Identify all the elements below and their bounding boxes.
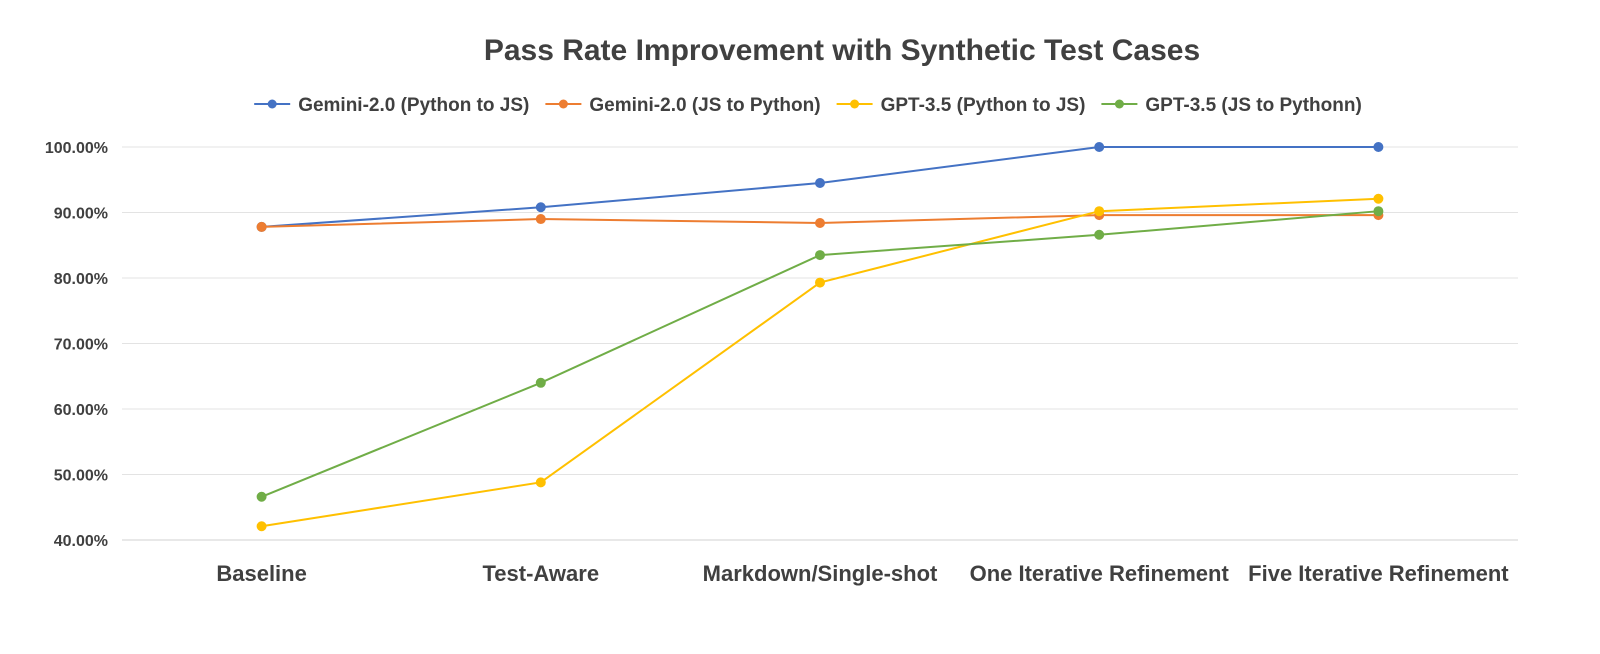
data-point [815, 178, 825, 189]
data-point [535, 377, 546, 388]
data-point [535, 214, 546, 225]
data-point [256, 521, 267, 532]
x-tick-label: Baseline [216, 561, 307, 586]
y-tick-label: 80.00% [54, 271, 108, 288]
y-tick-label: 60.00% [54, 402, 108, 419]
y-tick-label: 100.00% [45, 140, 108, 157]
series-3 [256, 193, 1384, 532]
series-line [261, 197, 1379, 528]
data-point [535, 477, 546, 488]
x-tick-label: Test-Aware [483, 561, 600, 586]
data-point [1373, 193, 1384, 204]
legend-marker [558, 99, 568, 109]
legend-marker [850, 99, 860, 109]
y-tick-label: 90.00% [54, 206, 108, 223]
legend-label: Gemini-2.0 (JS to Python) [589, 95, 820, 116]
data-point [256, 491, 267, 502]
data-point [1094, 229, 1105, 240]
data-point [1094, 142, 1105, 152]
gridlines [122, 146, 1518, 541]
y-tick-label: 70.00% [54, 337, 108, 354]
legend-label: GPT-3.5 (JS to Pythonn) [1145, 95, 1361, 116]
legend-item: GPT-3.5 (JS to Pythonn) [1101, 95, 1362, 116]
x-tick-label: One Iterative Refinement [970, 561, 1230, 586]
data-point [256, 221, 267, 232]
series-4 [256, 206, 1384, 502]
data-point [815, 217, 825, 228]
legend-item: Gemini-2.0 (JS to Python) [545, 95, 821, 116]
data-point [1094, 206, 1105, 217]
x-tick-label: Five Iterative Refinement [1248, 561, 1509, 586]
legend-marker [1114, 99, 1124, 109]
data-point [815, 250, 825, 261]
legend: Gemini-2.0 (Python to JS) Gemini-2.0 (JS … [254, 95, 1362, 116]
legend-label: Gemini-2.0 (Python to JS) [298, 95, 529, 116]
y-tick-label: 50.00% [54, 468, 108, 485]
legend-label: GPT-3.5 (Python to JS) [881, 95, 1086, 116]
y-axis: 40.00% 50.00% 60.00% 70.00% 80.00% 90.00% 100.… [45, 140, 108, 550]
series-2 [256, 210, 1384, 232]
chart-title: Pass Rate Improvement with Synthetic Tes… [484, 34, 1200, 67]
x-tick-label: Markdown/Single-shot [703, 561, 938, 586]
data-point [1373, 206, 1384, 217]
data-point [535, 202, 546, 213]
data-point [815, 277, 825, 288]
legend-marker [267, 99, 277, 109]
data-point [1373, 142, 1384, 152]
legend-item: Gemini-2.0 (Python to JS) [254, 95, 529, 116]
series-lines [256, 142, 1384, 532]
y-tick-label: 40.00% [54, 533, 108, 550]
x-axis: Baseline Test-Aware Markdown/Single-shot On… [216, 561, 1509, 586]
legend-item: GPT-3.5 (Python to JS) [836, 95, 1086, 116]
